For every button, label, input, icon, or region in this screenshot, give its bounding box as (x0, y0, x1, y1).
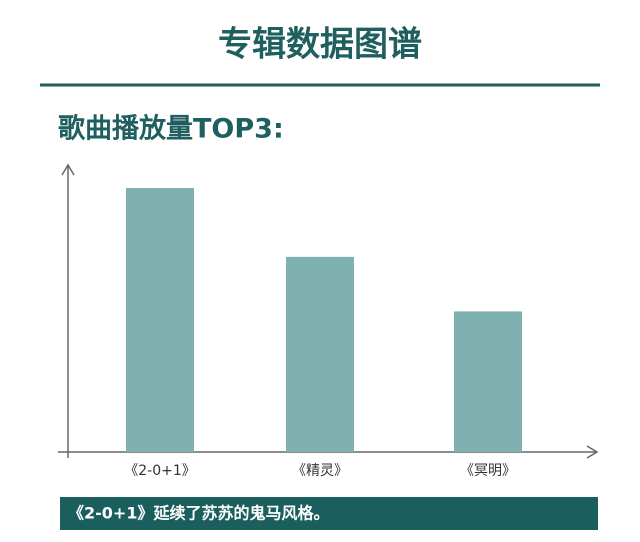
bar (454, 311, 522, 452)
bar (126, 187, 194, 452)
x-tick-label: 《精灵》 (292, 463, 348, 479)
y-axis-arrow (61, 163, 75, 176)
x-tick-label: 《2-0+1》 (124, 463, 196, 479)
x-tick-label: 《冥明》 (460, 463, 516, 479)
chart-title: 专辑数据图谱 (218, 25, 422, 65)
chart-subtitle: 歌曲播放量TOP3: (58, 113, 284, 145)
note-banner (60, 497, 598, 530)
bar (286, 256, 354, 452)
x-axis-arrow (586, 445, 599, 459)
note-text: 《2-0+1》延续了苏苏的鬼马风格。 (68, 504, 329, 523)
